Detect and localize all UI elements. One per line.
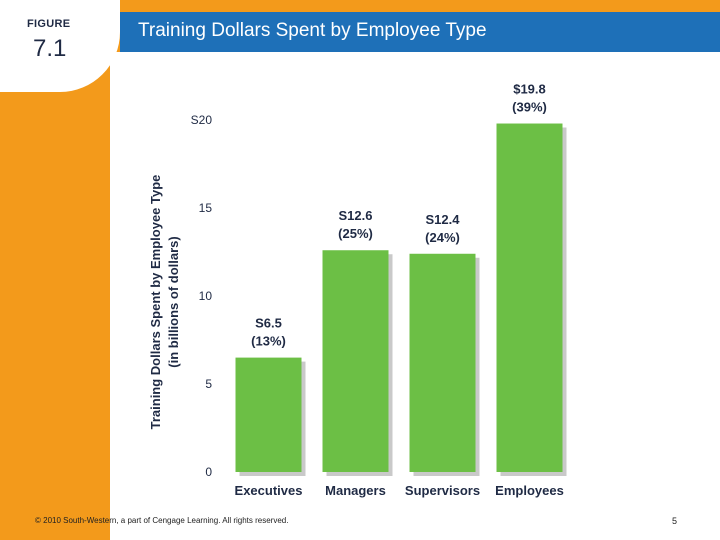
figure-label: FIGURE [27, 18, 71, 30]
slide-title: Training Dollars Spent by Employee Type [138, 20, 487, 41]
y-axis-subtitle: (in billions of dollars) [166, 236, 181, 367]
x-category-label: Employees [495, 483, 564, 498]
bar-chart: Training Dollars Spent by Employee Type(… [148, 82, 567, 498]
bar-percent-label: (39%) [512, 100, 547, 115]
y-tick-label: 0 [205, 465, 212, 479]
bar-percent-label: (13%) [251, 334, 286, 349]
bar-percent-label: (24%) [425, 230, 460, 245]
bar [322, 250, 389, 472]
chart-area: Training Dollars Spent by Employee Type(… [110, 52, 720, 540]
y-tick-label: S20 [191, 113, 213, 127]
x-category-label: Supervisors [405, 483, 480, 498]
bar-percent-label: (25%) [338, 226, 373, 241]
y-tick-label: 5 [205, 377, 212, 391]
bar-value-label: S12.4 [426, 212, 461, 227]
bar [409, 253, 476, 472]
title-bar: Training Dollars Spent by Employee Type [120, 12, 720, 52]
bar-value-label: $19.8 [513, 82, 546, 97]
page-number: 5 [672, 516, 678, 526]
y-axis-title: Training Dollars Spent by Employee Type [148, 175, 163, 430]
y-tick-label: 10 [199, 289, 213, 303]
copyright-footer: © 2010 South-Western, a part of Cengage … [35, 516, 289, 525]
figure-number: 7.1 [33, 35, 67, 62]
x-category-label: Executives [235, 483, 303, 498]
bar-value-label: S6.5 [255, 316, 282, 331]
bar [496, 123, 563, 473]
bar [235, 357, 302, 472]
x-category-label: Managers [325, 483, 386, 498]
bar-value-label: S12.6 [339, 208, 373, 223]
y-tick-label: 15 [199, 201, 213, 215]
figure-badge: FIGURE 7.1 [0, 0, 120, 92]
